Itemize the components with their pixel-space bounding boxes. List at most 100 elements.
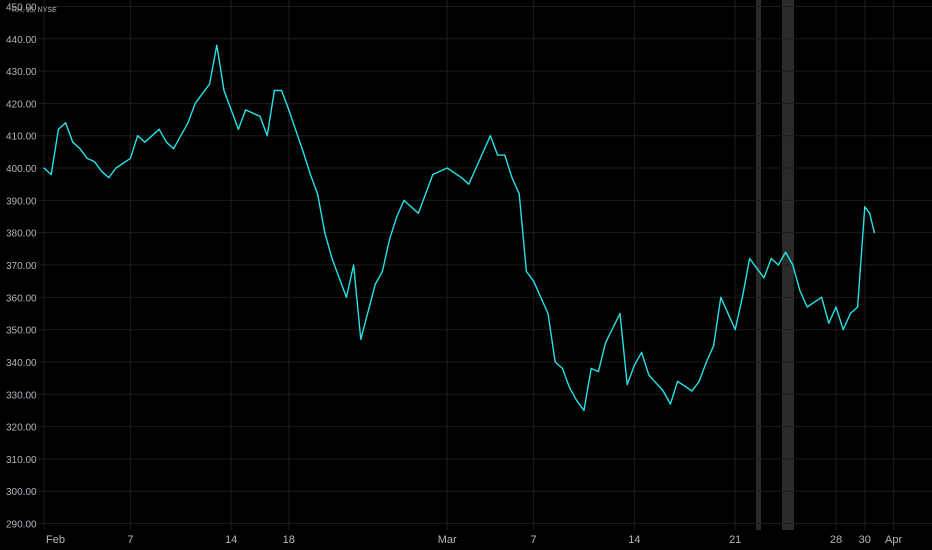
grid-lines xyxy=(38,0,932,530)
data-point xyxy=(785,251,787,253)
data-point xyxy=(806,306,808,308)
data-point xyxy=(43,167,45,169)
data-point xyxy=(641,351,643,353)
data-point xyxy=(93,160,95,163)
data-point xyxy=(158,128,160,130)
y-axis: 290.00 300.00 310.00 320.00 330.00 340.00 350.… xyxy=(6,2,37,530)
data-point xyxy=(194,102,196,105)
data-point xyxy=(792,264,794,266)
data-point xyxy=(799,290,801,292)
data-point xyxy=(828,322,830,324)
data-point xyxy=(302,151,304,153)
data-point xyxy=(583,409,585,412)
data-point xyxy=(518,193,520,195)
data-point xyxy=(741,296,744,298)
series-layer xyxy=(43,44,876,412)
data-point xyxy=(525,270,528,273)
data-point xyxy=(259,115,261,117)
data-point xyxy=(129,157,131,159)
data-point xyxy=(245,109,247,111)
x-tick-label: 14 xyxy=(225,534,237,546)
data-point xyxy=(396,215,398,218)
data-point xyxy=(137,135,139,137)
data-point xyxy=(857,306,859,308)
data-point xyxy=(569,387,571,389)
data-point xyxy=(504,154,506,156)
data-point xyxy=(547,312,549,315)
data-point xyxy=(554,361,556,363)
data-point xyxy=(173,148,175,150)
data-point xyxy=(115,167,117,169)
y-tick-label: 440.00 xyxy=(6,35,37,46)
data-point xyxy=(763,277,765,279)
data-point xyxy=(626,383,628,386)
y-tick-label: 310.00 xyxy=(6,455,37,466)
x-tick-label: 28 xyxy=(830,534,842,546)
data-point xyxy=(777,264,780,266)
y-tick-label: 290.00 xyxy=(6,520,37,531)
x-tick-label: 21 xyxy=(729,534,741,546)
x-tick-label: 7 xyxy=(127,534,133,546)
data-point xyxy=(873,232,876,234)
data-point xyxy=(734,329,736,331)
data-point xyxy=(223,89,225,92)
data-point xyxy=(533,280,535,282)
data-point xyxy=(619,312,621,315)
data-point xyxy=(101,170,103,172)
data-point xyxy=(446,167,448,169)
data-point xyxy=(691,390,693,392)
data-point xyxy=(869,212,871,214)
x-axis: Feb 7 14 18 Mar 7 14 21 28 30 Apr xyxy=(46,534,902,546)
x-tick-label: Feb xyxy=(46,534,65,546)
data-point xyxy=(403,199,405,201)
y-tick-label: 380.00 xyxy=(6,229,37,240)
data-point xyxy=(417,212,419,214)
data-point xyxy=(849,312,852,315)
y-tick-label: 450.00 xyxy=(6,2,37,13)
x-tick-label: 14 xyxy=(628,534,640,546)
data-point xyxy=(821,296,823,298)
data-point xyxy=(597,371,600,373)
y-tick-label: 360.00 xyxy=(6,293,37,304)
data-point xyxy=(309,173,311,176)
data-point xyxy=(230,109,232,111)
data-point xyxy=(713,345,715,347)
data-point xyxy=(511,177,513,179)
data-point xyxy=(86,157,88,159)
symbol-label: RH, 15, NYSE xyxy=(12,7,57,14)
y-tick-label: 400.00 xyxy=(6,164,37,175)
data-point xyxy=(201,93,203,95)
data-point xyxy=(353,264,355,266)
data-point xyxy=(209,83,211,85)
data-point xyxy=(461,177,463,179)
data-point xyxy=(770,257,772,260)
data-point xyxy=(561,367,564,370)
y-tick-label: 420.00 xyxy=(6,99,37,110)
y-tick-label: 430.00 xyxy=(6,67,37,78)
data-point xyxy=(497,154,499,156)
data-point xyxy=(50,173,52,176)
data-point xyxy=(331,257,333,260)
x-tick-label: 30 xyxy=(859,534,871,546)
x-tick-label: Apr xyxy=(885,534,902,546)
y-tick-label: 300.00 xyxy=(6,487,37,498)
y-tick-label: 390.00 xyxy=(6,196,37,207)
data-point xyxy=(698,380,700,382)
x-tick-label: 18 xyxy=(283,534,295,546)
data-point xyxy=(835,306,837,308)
y-tick-label: 320.00 xyxy=(6,423,37,434)
data-point xyxy=(720,296,722,298)
data-point xyxy=(842,329,844,331)
data-point xyxy=(669,403,672,405)
data-point xyxy=(237,128,239,130)
data-point xyxy=(648,374,650,376)
y-tick-label: 340.00 xyxy=(6,358,37,369)
data-point xyxy=(281,89,283,92)
data-point xyxy=(374,283,376,285)
data-point xyxy=(864,206,866,208)
data-point xyxy=(79,148,81,150)
data-point xyxy=(576,400,578,402)
